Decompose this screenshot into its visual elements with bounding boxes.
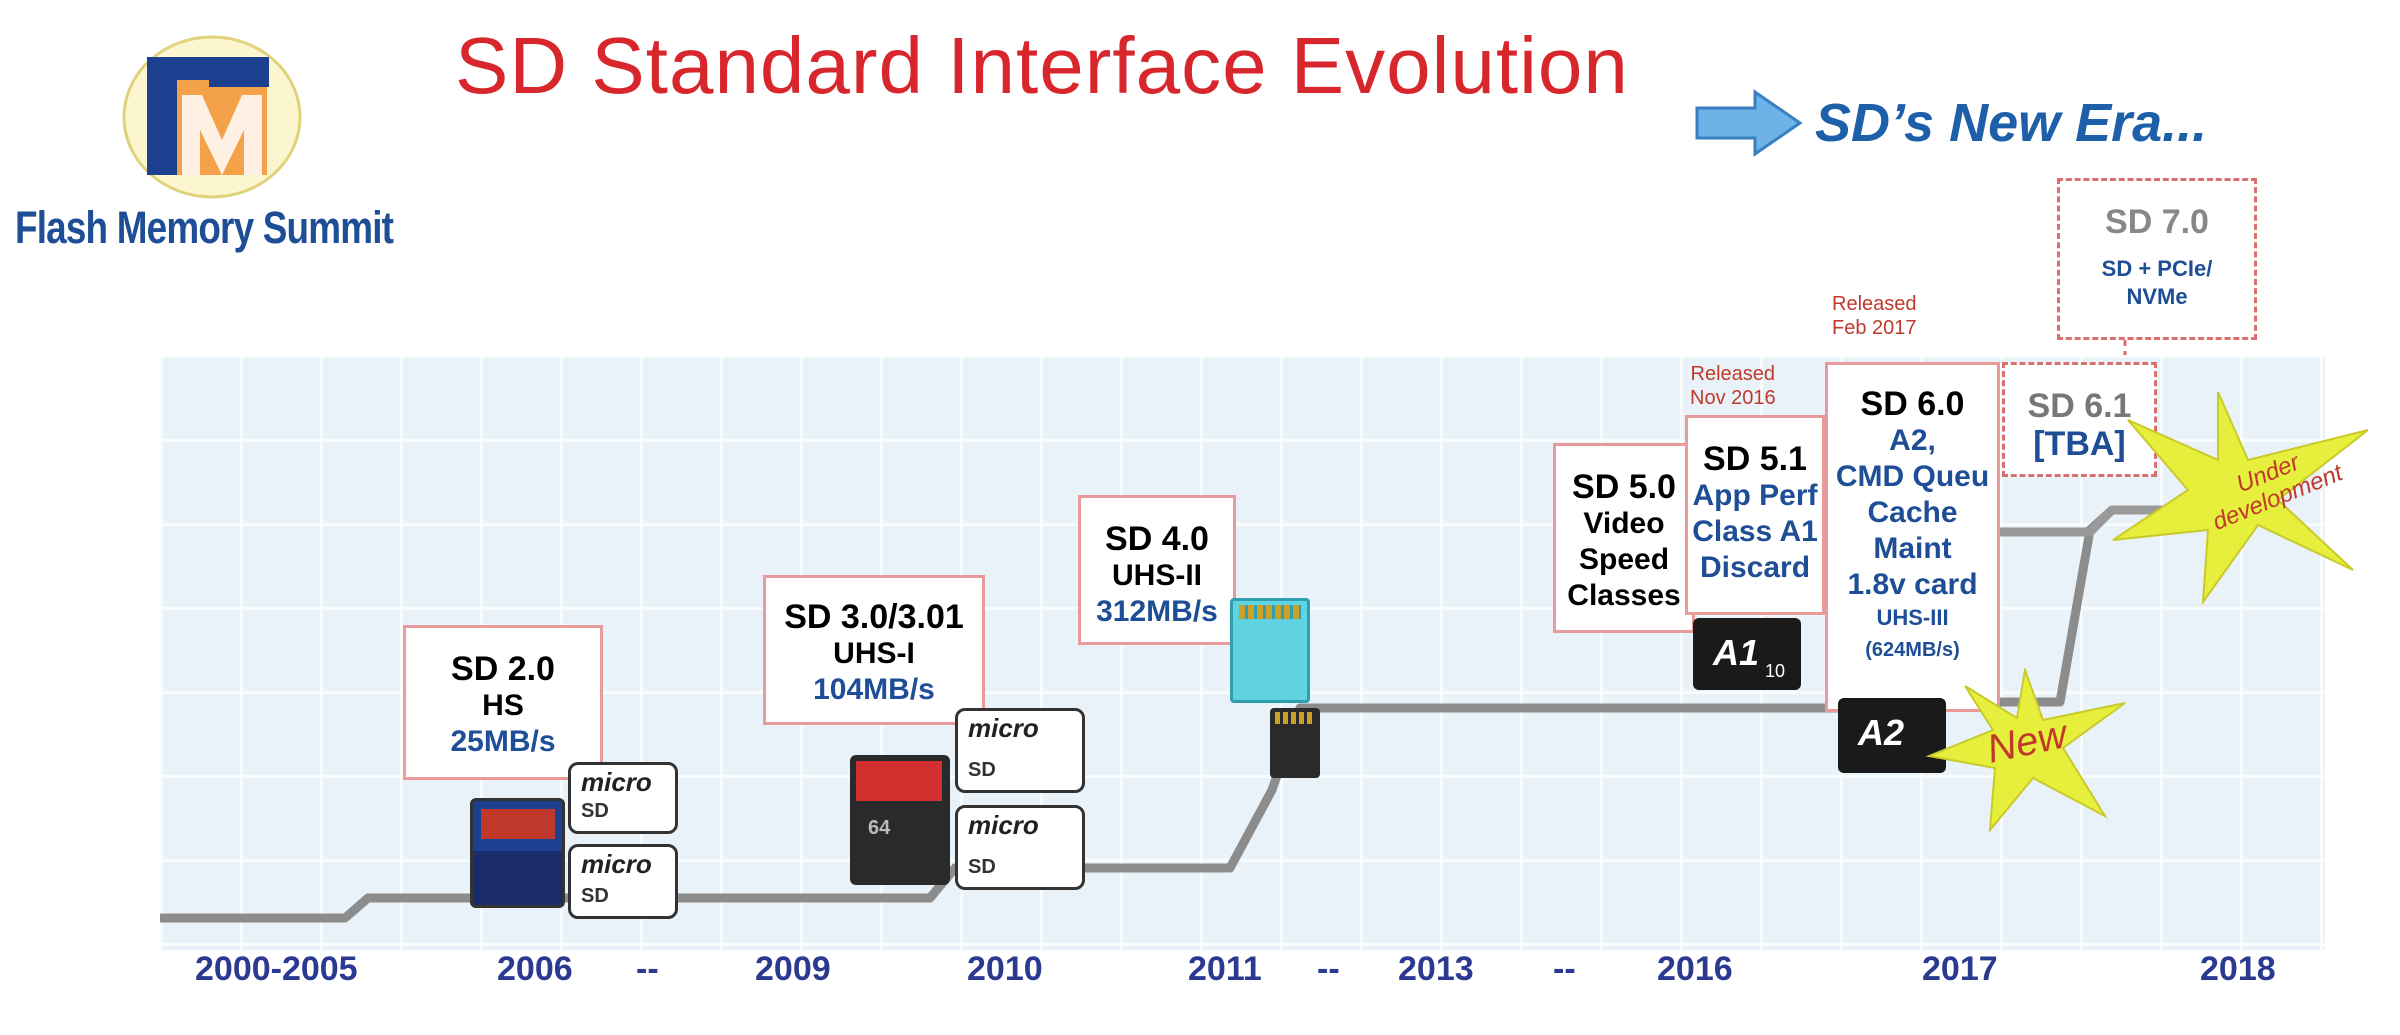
uhs2-sd-card-2011	[1230, 598, 1310, 703]
sd50-name: SD 5.0	[1572, 468, 1676, 506]
sd50-box: SD 5.0 Video Speed Classes	[1553, 443, 1695, 633]
microsd-label: micro	[968, 810, 1039, 840]
sd60-line-3: Maint	[1873, 532, 1952, 565]
sd51-released: Released	[1690, 363, 1776, 385]
sd70-name: SD 7.0	[2105, 203, 2209, 241]
sd60-line-2: Cache	[1867, 496, 1958, 529]
sd51-box: SD 5.1 App Perf Class A1 Discard	[1685, 415, 1825, 615]
year-separator: --	[1553, 950, 1576, 988]
sd-card-2009: 64	[850, 755, 950, 885]
sd61-box: SD 6.1 [TBA]	[2002, 362, 2157, 477]
microsd-label: micro	[968, 713, 1039, 743]
year-separator: --	[636, 950, 659, 988]
year-2013: 2013	[1398, 950, 1474, 988]
sd60-released: Released	[1832, 293, 1917, 315]
year-2010: 2010	[967, 950, 1043, 988]
page-title: SD Standard Interface Evolution	[455, 21, 1629, 110]
sd60-line-1: CMD Queu	[1835, 460, 1990, 493]
a1-card: A1 10	[1693, 618, 1801, 690]
fms-logo: Flash Memory Summit	[10, 20, 410, 260]
sd70-line-0: SD + PCIe/	[2101, 256, 2213, 281]
sd-label: SD	[581, 800, 609, 822]
sd51-release-note: Released Nov 2016	[1690, 362, 1776, 410]
sd-label: SD	[968, 759, 996, 781]
year-2009: 2009	[755, 950, 831, 988]
sd50-line-1: Speed	[1578, 543, 1670, 576]
timeline-path	[160, 506, 2116, 923]
uhs2-microsd-card-2011	[1270, 708, 1320, 778]
year-2000-2005: 2000-2005	[195, 950, 358, 988]
sd20-name: SD 2.0	[451, 650, 555, 688]
sd51-line-1: Class A1	[1692, 515, 1818, 548]
sd61-line1: [TBA]	[2033, 425, 2126, 463]
new-star: New	[1925, 666, 2130, 834]
sd60-released-date: Feb 2017	[1832, 317, 1917, 339]
sd30-speed: 104MB/s	[813, 673, 935, 706]
microsdxc-card-2010: micro SD	[955, 708, 1085, 793]
sd-card-2006	[470, 798, 565, 908]
sd40-line1: UHS-II	[1112, 559, 1202, 592]
microsd-card-2006-a: micro SD	[568, 762, 678, 834]
under-development-star-burst	[2112, 391, 2369, 606]
microsd-card-2006-b: micro SD	[568, 844, 678, 919]
year-2017: 2017	[1922, 950, 1998, 988]
year-2016: 2016	[1657, 950, 1733, 988]
capacity-64-label: 64	[868, 817, 891, 839]
sd40-name: SD 4.0	[1105, 520, 1209, 558]
sd60-sub: UHS-III	[1876, 605, 1949, 630]
sd20-line1: HS	[482, 689, 524, 722]
sd40-box: SD 4.0 UHS-II 312MB/s	[1078, 495, 1236, 645]
sd60-line-0: A2,	[1889, 424, 1936, 457]
sd51-line-0: App Perf	[1692, 479, 1818, 512]
sd-label: SD	[968, 856, 996, 878]
sd60-name: SD 6.0	[1860, 385, 1965, 423]
year-2018: 2018	[2200, 950, 2276, 988]
sd40-speed: 312MB/s	[1096, 595, 1218, 628]
year-2011: 2011	[1188, 950, 1262, 988]
sd20-box: SD 2.0 HS 25MB/s	[403, 625, 603, 780]
org-name: Flash Memory Summit	[15, 202, 394, 253]
a2-card: A2	[1838, 698, 1946, 773]
new-star-burst	[1925, 666, 2126, 834]
new-era-callout: SD’s New Era...	[1695, 88, 2215, 158]
sd70-line-1: NVMe	[2126, 284, 2188, 309]
sd51-line-2: Discard	[1699, 551, 1811, 584]
sd30-name: SD 3.0/3.01	[784, 598, 964, 636]
sd20-speed: 25MB/s	[450, 725, 556, 758]
sd51-released-date: Nov 2016	[1690, 387, 1776, 409]
sd60-release-note: Released Feb 2017	[1832, 292, 1917, 340]
sd60-box: SD 6.0 A2, CMD Queu Cache Maint 1.8v car…	[1825, 362, 2000, 712]
right-arrow-icon	[1695, 89, 1803, 157]
sd60-speed: (624MB/s)	[1865, 639, 1960, 661]
sd51-name: SD 5.1	[1703, 440, 1807, 478]
a1-label: A1	[1713, 632, 1760, 673]
under-development-star: Under development	[2108, 390, 2378, 606]
class-10-label: 10	[1764, 661, 1785, 681]
a2-label: A2	[1858, 712, 1905, 753]
year-separator: --	[1317, 950, 1340, 988]
sd50-line-2: Classes	[1567, 579, 1681, 612]
microsdhc-card-2010: micro SD	[955, 805, 1085, 890]
sd61-name: SD 6.1	[2027, 387, 2132, 425]
microsd-label: micro	[581, 767, 652, 797]
fms-logo-mark	[122, 35, 302, 199]
microsd-label: micro	[581, 849, 652, 879]
year-2006: 2006	[497, 950, 573, 988]
sd30-box: SD 3.0/3.01 UHS-I 104MB/s	[763, 575, 985, 725]
sd-label: SD	[581, 885, 609, 907]
sd50-line-0: Video	[1583, 507, 1665, 540]
sd60-line-4: 1.8v card	[1847, 568, 1978, 601]
sd70-box: SD 7.0 SD + PCIe/ NVMe	[2057, 178, 2257, 340]
new-era-text: SD’s New Era...	[1815, 93, 2208, 153]
sd30-line1: UHS-I	[833, 637, 915, 670]
